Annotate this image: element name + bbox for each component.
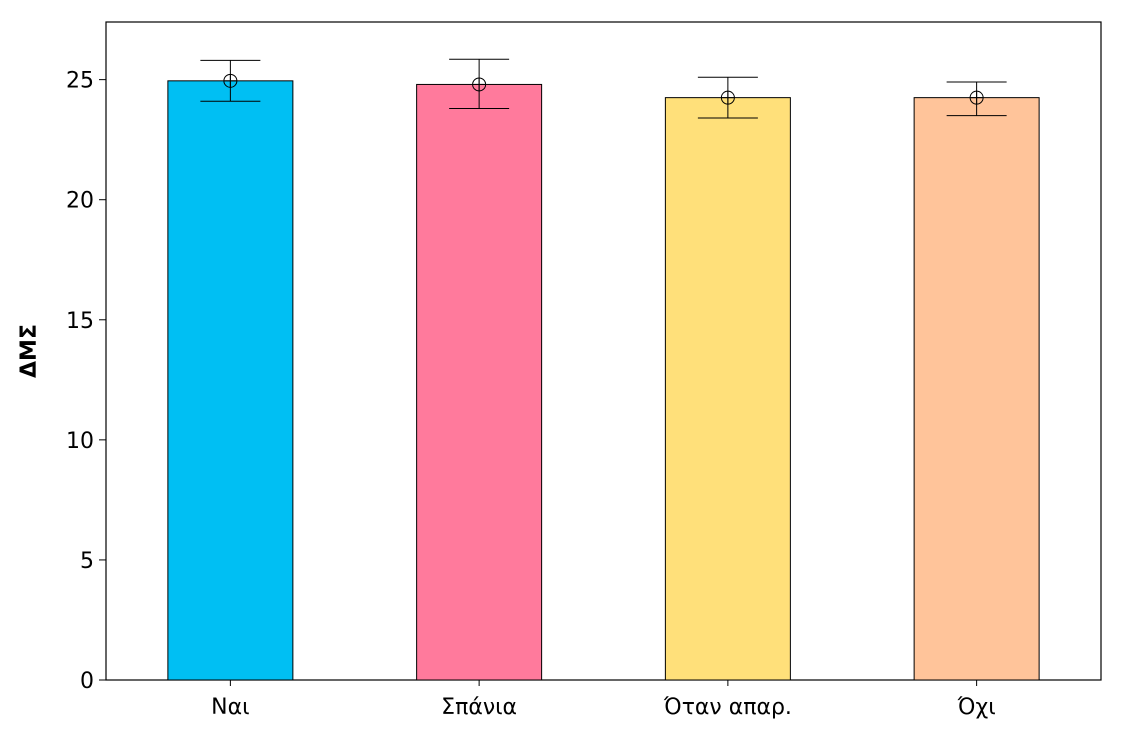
y-tick-label-5: 25 (66, 69, 94, 94)
y-axis: 0 5 10 15 20 25 (66, 69, 106, 694)
y-tick-label-1: 5 (80, 549, 94, 574)
y-tick-label-4: 20 (66, 189, 94, 214)
x-tick-label-4: Όχι (957, 695, 996, 720)
y-tick-label-3: 15 (66, 309, 94, 334)
y-tick-label-2: 10 (66, 429, 94, 454)
bar-4 (913, 97, 1040, 681)
x-tick-label-3: Όταν απαρ. (663, 695, 792, 720)
y-tick-label-0: 0 (80, 669, 94, 694)
bars-group (167, 80, 1040, 681)
bar-3 (664, 97, 791, 681)
x-axis: Ναι Σπάνια Όταν απαρ. Όχι (211, 680, 996, 720)
y-axis-label: ΔΜΣ (17, 324, 42, 378)
bar-1 (167, 80, 294, 681)
bar-2 (416, 83, 543, 681)
plot-area-frame (105, 21, 1102, 681)
error-bars-group (200, 58, 1007, 119)
x-tick-label-2: Σπάνια (441, 695, 517, 720)
x-tick-label-1: Ναι (211, 695, 249, 720)
